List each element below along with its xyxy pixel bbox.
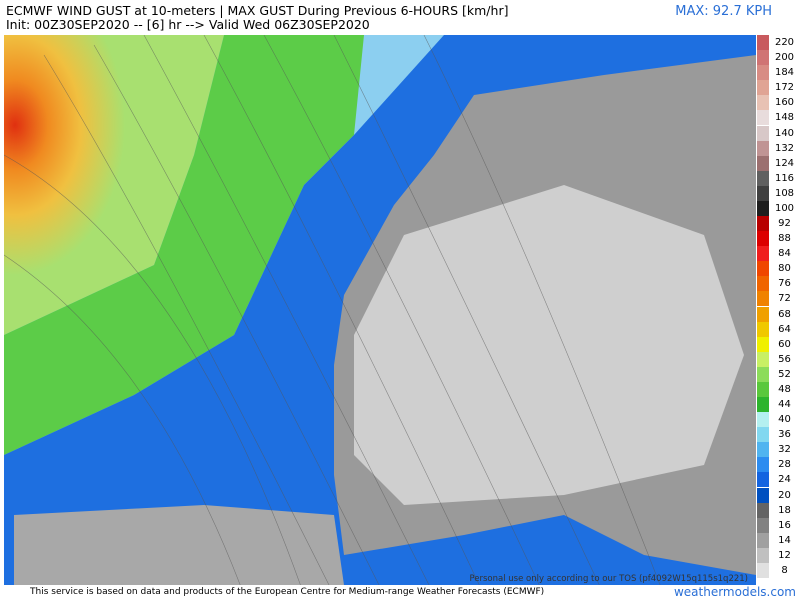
legend-label: 108 [774, 187, 795, 199]
legend-swatch [757, 412, 769, 428]
legend-swatch [757, 200, 769, 216]
legend-label: 88 [778, 233, 791, 245]
legend-label: 18 [778, 504, 791, 516]
watermark: Personal use only according to our TOS (… [469, 574, 748, 584]
legend-label: 20 [778, 489, 791, 501]
legend-swatch [757, 35, 769, 51]
legend-swatch [757, 125, 769, 141]
credit: This service is based on data and produc… [30, 587, 545, 597]
legend-label: 52 [778, 368, 791, 380]
legend-swatch [757, 381, 769, 397]
legend-swatch [757, 397, 769, 413]
max-value: MAX: 92.7 KPH [675, 4, 772, 19]
legend-label: 36 [778, 429, 791, 441]
legend-swatch [757, 216, 769, 232]
legend-label: 220 [774, 37, 795, 48]
legend-swatch [757, 487, 769, 503]
legend-label: 160 [774, 97, 795, 109]
legend-swatch [757, 276, 769, 292]
legend-swatch [757, 170, 769, 186]
legend-swatch [757, 427, 769, 443]
legend-swatch [757, 306, 769, 322]
legend-swatch [757, 532, 769, 548]
legend-swatch [757, 246, 769, 262]
legend-label: 24 [778, 474, 791, 486]
legend-label: 16 [778, 519, 791, 531]
legend-label: 12 [778, 549, 791, 561]
legend-swatch [757, 80, 769, 96]
legend-swatch [757, 502, 769, 518]
legend-label: 184 [774, 67, 795, 79]
legend-label: 200 [774, 52, 795, 64]
legend-swatch [757, 366, 769, 382]
legend-swatch [757, 351, 769, 367]
legend-swatch [757, 321, 769, 337]
legend-swatch [757, 457, 769, 473]
title: ECMWF WIND GUST at 10-meters | MAX GUST … [6, 3, 509, 18]
legend-label: 44 [778, 399, 791, 410]
legend-label: 116 [774, 172, 795, 184]
subtitle: Init: 00Z30SEP2020 -- [6] hr --> Valid W… [6, 17, 370, 32]
legend-swatch [757, 50, 769, 66]
color-legend: 220 200 184 172 160 148 140 132 124 116 108 100 92 88… [757, 35, 800, 578]
legend-label: 64 [778, 323, 791, 335]
legend-swatch [757, 291, 769, 307]
legend-swatch [757, 517, 769, 533]
legend-swatch [757, 65, 769, 81]
legend-swatch [757, 231, 769, 247]
legend-label: 80 [778, 263, 791, 275]
legend-swatch [757, 562, 769, 578]
legend-label: 172 [774, 82, 795, 94]
legend-label: 28 [778, 459, 791, 471]
legend-label: 8 [781, 564, 788, 576]
legend-label: 92 [778, 218, 791, 229]
legend-swatch [757, 442, 769, 458]
legend-label: 56 [778, 353, 791, 365]
site: weathermodels.com [673, 585, 796, 599]
legend-swatch [757, 472, 769, 488]
legend-label: 60 [778, 338, 791, 350]
legend-label: 72 [778, 293, 791, 305]
legend-swatch [757, 95, 769, 111]
legend-label: 140 [774, 127, 795, 139]
legend-swatch [757, 261, 769, 277]
legend-label: 40 [778, 414, 791, 426]
legend-label: 148 [774, 112, 795, 124]
legend-label: 32 [778, 444, 791, 456]
legend-label: 84 [778, 248, 791, 260]
legend-swatch [757, 110, 769, 126]
map: Personal use only according to our TOS (… [4, 35, 756, 585]
legend-label: 100 [774, 202, 795, 214]
legend-swatch [757, 336, 769, 352]
legend-label: 48 [778, 383, 791, 395]
legend-label: 76 [778, 278, 791, 290]
legend-swatch [757, 155, 769, 171]
legend-label: 68 [778, 308, 791, 320]
legend-swatch [757, 185, 769, 201]
legend-swatch [757, 547, 769, 563]
legend-label: 124 [774, 157, 795, 169]
legend-swatch [757, 140, 769, 156]
legend-label: 14 [778, 534, 791, 546]
legend-label: 132 [774, 142, 795, 154]
